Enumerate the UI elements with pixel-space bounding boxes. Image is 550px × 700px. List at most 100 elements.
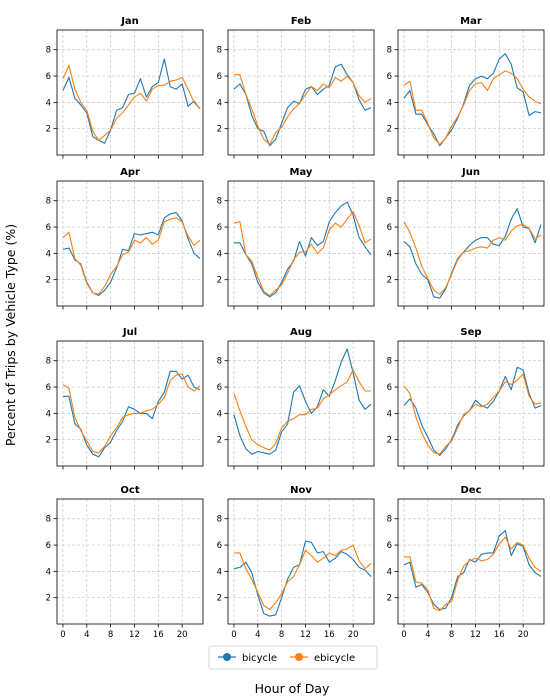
y-tick-label: 8 <box>217 515 222 525</box>
y-tick-label: 6 <box>387 383 392 393</box>
panel-title-apr: Apr <box>120 167 140 178</box>
y-tick-label: 6 <box>46 223 51 233</box>
x-tick-label: 0 <box>401 630 406 640</box>
y-tick-label: 2 <box>387 436 392 446</box>
x-tick-label: 20 <box>348 630 359 640</box>
y-tick-label: 8 <box>217 357 222 367</box>
panel-title-mar: Mar <box>460 16 482 27</box>
x-tick-label: 12 <box>470 630 481 640</box>
y-tick-label: 2 <box>46 594 51 604</box>
y-tick-label: 6 <box>217 383 222 393</box>
x-tick-label: 4 <box>425 630 430 640</box>
y-tick-label: 6 <box>217 223 222 233</box>
panel-title-jan: Jan <box>120 16 139 27</box>
series-line-bicycle-apr <box>62 212 201 297</box>
panel-title-dec: Dec <box>460 485 481 496</box>
panel-title-may: May <box>290 167 313 178</box>
y-tick-label: 2 <box>217 594 222 604</box>
panel-frame <box>227 29 375 156</box>
series-line-ebicycle-feb <box>234 74 372 146</box>
series-line-ebicycle-jun <box>403 221 542 295</box>
series-line-bicycle-feb <box>233 63 372 147</box>
x-tick-label: 20 <box>177 630 188 640</box>
series-line-bicycle-jul <box>63 370 201 458</box>
y-tick-label: 4 <box>46 249 51 259</box>
x-tick-label: 0 <box>60 630 65 640</box>
y-tick-label: 8 <box>46 357 51 367</box>
legend-marker-ebicycle <box>295 653 303 661</box>
y-tick-label: 2 <box>387 594 392 604</box>
panel-frame <box>227 340 375 467</box>
x-tick-label: 16 <box>153 630 164 640</box>
y-tick-label: 6 <box>387 72 392 82</box>
panel-frame <box>56 180 204 307</box>
y-tick-label: 8 <box>387 46 392 56</box>
y-tick-label: 4 <box>387 567 392 577</box>
series-line-ebicycle-jul <box>62 373 201 454</box>
y-tick-label: 4 <box>217 98 222 108</box>
panel-jan: Jan 2 4 6 8 <box>46 16 204 159</box>
y-tick-label: 4 <box>387 98 392 108</box>
legend-label-ebicycle: ebicycle <box>314 653 355 664</box>
series-line-bicycle-jan <box>62 58 201 144</box>
y-tick-label: 4 <box>217 409 222 419</box>
panel-mar: Mar 2 4 6 8 <box>387 16 545 159</box>
y-tick-label: 4 <box>217 567 222 577</box>
y-tick-label: 8 <box>217 46 222 56</box>
legend-label-bicycle: bicycle <box>242 653 277 664</box>
x-tick-label: 16 <box>324 630 335 640</box>
panel-title-feb: Feb <box>291 16 311 27</box>
x-axis-label: Hour of Day <box>255 681 330 696</box>
y-tick-label: 8 <box>46 515 51 525</box>
panel-apr: Apr 2 4 6 8 <box>46 167 204 310</box>
y-tick-label: 6 <box>387 223 392 233</box>
series-line-ebicycle-may <box>233 210 372 297</box>
series-line-bicycle-aug <box>233 348 372 455</box>
series-line-ebicycle-dec <box>404 536 542 612</box>
series-line-bicycle-dec <box>403 530 542 611</box>
series-line-bicycle-mar <box>403 53 542 147</box>
panel-sep: Sep 2 4 6 8 <box>387 327 545 470</box>
legend-marker-bicycle <box>223 653 231 661</box>
y-tick-label: 6 <box>46 541 51 551</box>
x-tick-label: 12 <box>300 630 311 640</box>
y-tick-label: 4 <box>46 567 51 577</box>
y-tick-label: 6 <box>217 541 222 551</box>
panel-frame <box>56 498 204 625</box>
x-tick-label: 8 <box>279 630 284 640</box>
panel-aug: Aug 2 4 6 8 <box>217 327 375 470</box>
x-tick-label: 4 <box>255 630 260 640</box>
y-tick-label: 2 <box>217 125 222 135</box>
y-tick-label: 4 <box>46 98 51 108</box>
x-tick-label: 8 <box>449 630 454 640</box>
panel-frame <box>397 29 545 156</box>
y-tick-label: 6 <box>217 72 222 82</box>
panel-title-jun: Jun <box>461 167 480 178</box>
y-tick-label: 8 <box>46 197 51 207</box>
y-tick-label: 8 <box>46 46 51 56</box>
series-line-ebicycle-jan <box>62 64 201 142</box>
series-line-ebicycle-apr <box>62 217 201 295</box>
series-line-ebicycle-nov <box>234 544 372 611</box>
y-tick-label: 8 <box>387 357 392 367</box>
panel-frame <box>397 340 545 467</box>
y-tick-label: 2 <box>46 125 51 135</box>
panel-jun: Jun 2 4 6 8 <box>387 167 545 310</box>
series-line-bicycle-nov <box>233 540 372 617</box>
x-tick-label: 0 <box>231 630 236 640</box>
series-line-bicycle-sep <box>403 366 542 457</box>
series-line-ebicycle-aug <box>233 369 371 451</box>
y-axis-label: Percent of Trips by Vehicle Type (%) <box>3 224 18 446</box>
y-tick-label: 8 <box>387 197 392 207</box>
panel-frame <box>227 180 375 307</box>
x-tick-label: 16 <box>494 630 505 640</box>
panel-title-aug: Aug <box>290 327 312 338</box>
panel-frame <box>397 498 545 625</box>
y-tick-label: 2 <box>46 436 51 446</box>
panel-frame <box>56 29 204 156</box>
y-tick-label: 2 <box>387 125 392 135</box>
y-tick-label: 2 <box>217 276 222 286</box>
panel-frame <box>397 180 545 307</box>
